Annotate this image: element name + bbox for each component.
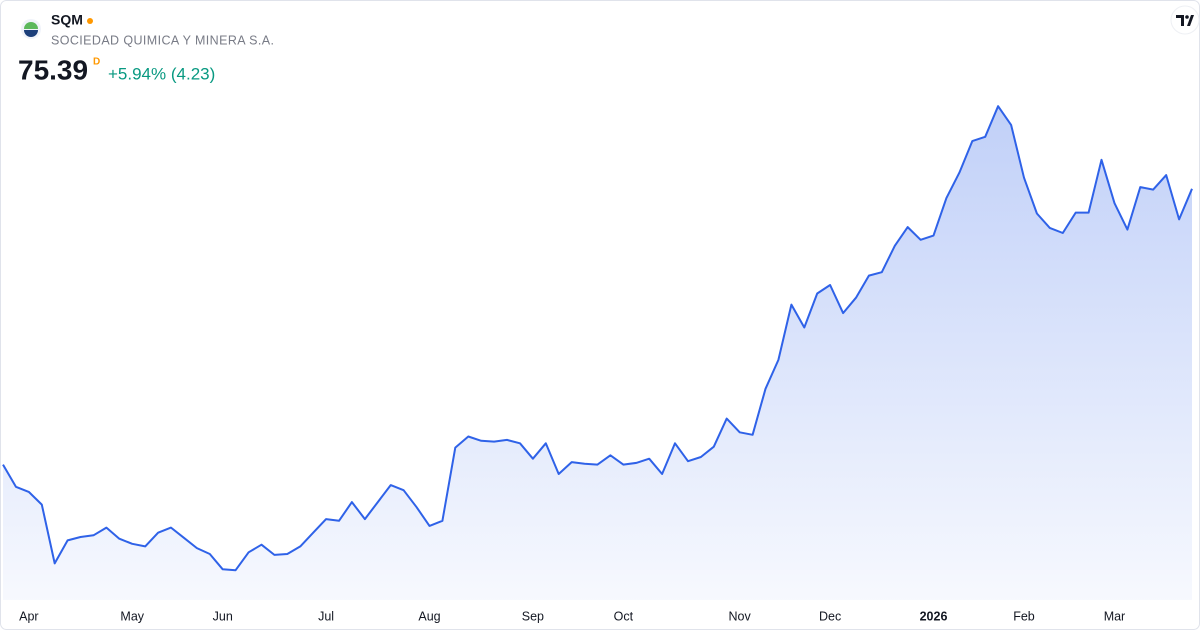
area-fill — [3, 106, 1192, 600]
status-dot — [87, 18, 93, 24]
company-name: SOCIEDAD QUIMICA Y MINERA S.A. — [51, 33, 274, 47]
price-change: +5.94% (4.23) — [108, 64, 215, 83]
price: 75.39 — [18, 54, 88, 85]
x-tick-label: Mar — [1104, 609, 1126, 623]
x-tick-label: 2026 — [920, 609, 948, 623]
tradingview-logo[interactable] — [1170, 5, 1200, 35]
x-tick-label: Oct — [614, 609, 634, 623]
price-line — [2, 105, 1193, 572]
x-tick-label: Jun — [213, 609, 233, 623]
x-tick-label: Apr — [19, 609, 38, 623]
x-tick-label: Aug — [418, 609, 440, 623]
x-tick-label: Feb — [1013, 609, 1035, 623]
price-flag: D — [93, 57, 100, 68]
plot-area: Apr May Jun Jul Aug Sep Oct Nov Dec 2026 Feb Mar — [2, 105, 1193, 623]
x-tick-label: Nov — [729, 609, 752, 623]
x-tick-label: Dec — [819, 609, 841, 623]
x-tick-label: Jul — [318, 609, 334, 623]
symbol: SQM — [51, 12, 83, 28]
x-tick-label: Sep — [522, 609, 544, 623]
company-logo — [21, 19, 41, 39]
x-tick-label: May — [120, 609, 144, 623]
